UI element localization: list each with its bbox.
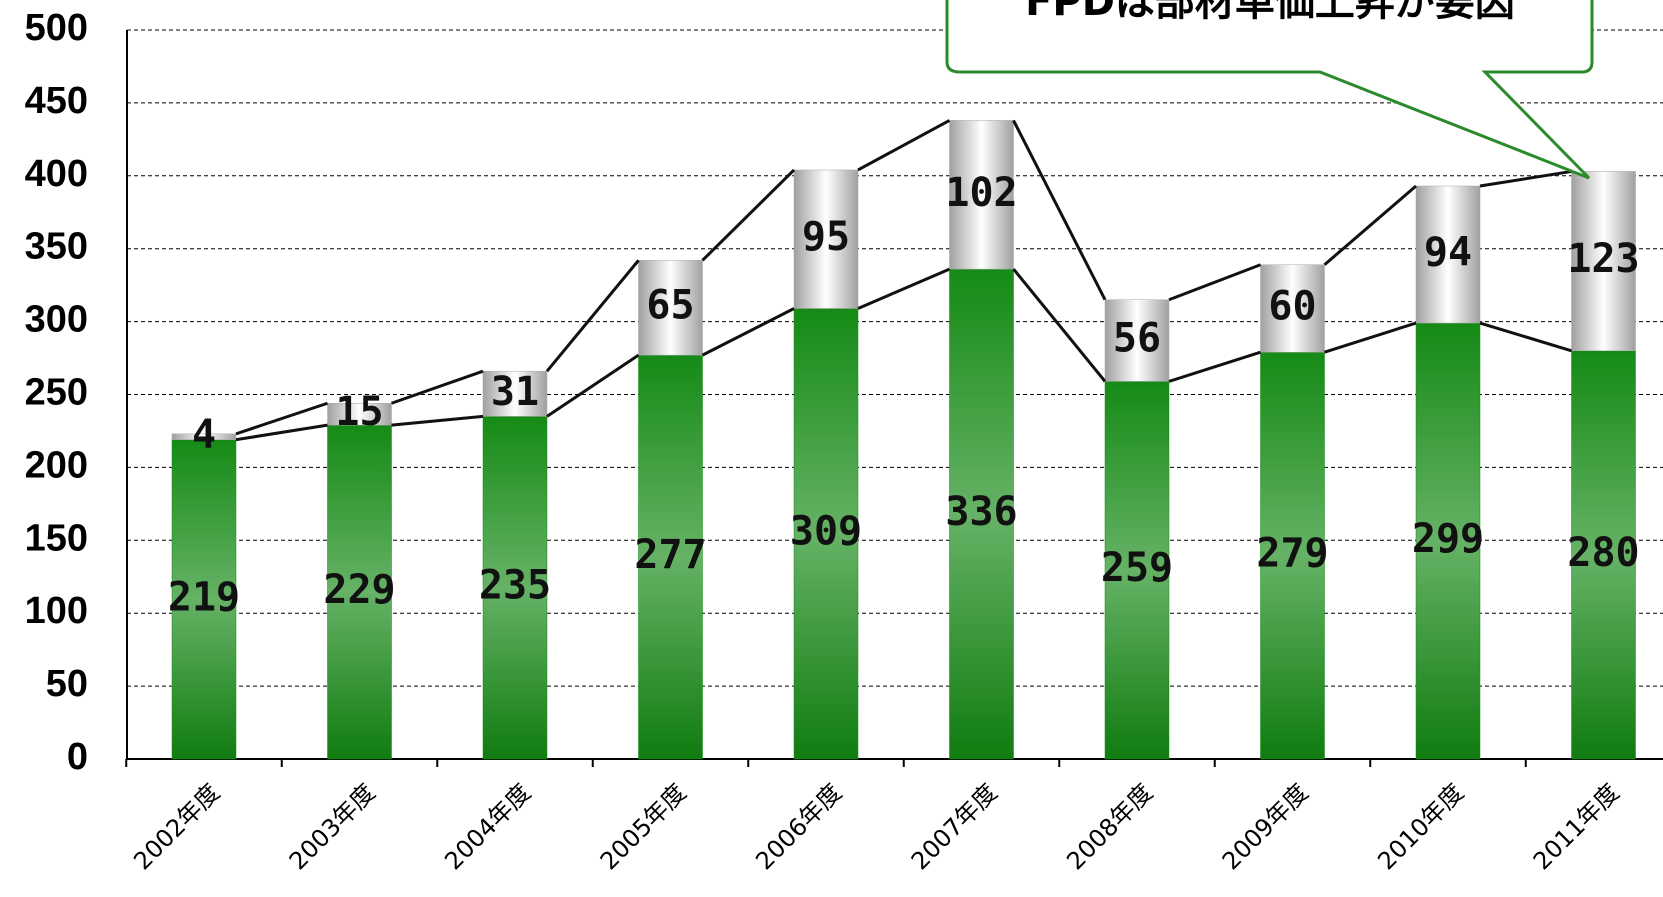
bar-segment (171, 433, 237, 440)
connector-line (1479, 169, 1572, 188)
bar-segment (1260, 264, 1325, 353)
y-tick-label: 0 (67, 736, 88, 778)
data-label: 229 (323, 567, 395, 613)
data-label: 259 (1101, 545, 1173, 591)
data-label: 31 (491, 369, 539, 415)
data-label: 102 (945, 170, 1017, 216)
data-label: 94 (1424, 230, 1472, 276)
x-tick-label: 2006年度 (750, 778, 847, 875)
connector-line (391, 369, 484, 405)
data-label: 123 (1567, 236, 1639, 282)
connector-line (391, 414, 484, 427)
x-tick-label: 2005年度 (595, 778, 692, 875)
y-tick-label: 250 (25, 372, 88, 414)
bar-segment (638, 260, 703, 356)
connector-line (1012, 119, 1107, 301)
y-tick-label: 350 (25, 226, 88, 268)
bar-segment (949, 120, 1014, 270)
data-label: 4 (192, 412, 216, 458)
connector-line (545, 259, 640, 373)
bar-segment (1260, 351, 1325, 760)
bar-segment (327, 424, 392, 760)
x-tick-label: 2004年度 (439, 778, 536, 875)
x-tick-label: 2009年度 (1217, 778, 1314, 875)
connector-line (1324, 321, 1417, 354)
data-label: 235 (479, 563, 551, 609)
x-tick-label: 2007年度 (906, 778, 1003, 875)
bar-segment (638, 354, 703, 760)
connector-line (235, 423, 328, 442)
bar-segment (793, 308, 859, 760)
bar-segment (793, 169, 859, 309)
y-tick-label: 300 (25, 299, 88, 341)
connector-line (1012, 268, 1107, 383)
x-tick-label: 2010年度 (1372, 778, 1469, 875)
connector-line (1479, 321, 1572, 353)
y-tick-label: 100 (25, 590, 88, 632)
data-label: 60 (1268, 283, 1316, 329)
data-label: 277 (634, 532, 706, 578)
connector-line (546, 353, 640, 418)
bar-segment (1571, 171, 1636, 352)
data-label: 56 (1113, 316, 1161, 362)
y-tick-label: 500 (25, 7, 88, 49)
bar-segment (1104, 381, 1170, 760)
bar-segment (949, 268, 1014, 760)
connector-line (235, 401, 328, 436)
data-label: 279 (1256, 531, 1328, 577)
annotation: FPDは部材単価上昇が要因 (1025, 0, 1515, 25)
data-label: 309 (790, 509, 862, 555)
bar-segment (327, 402, 392, 426)
bar-segment (1415, 322, 1481, 760)
connector-line (701, 307, 795, 357)
bar-segment (482, 370, 548, 417)
y-tick-label: 400 (25, 153, 88, 195)
x-tick-label: 2002年度 (128, 778, 225, 875)
data-label: 280 (1567, 530, 1639, 576)
bar-segment (1571, 350, 1636, 760)
data-label: 95 (802, 214, 850, 260)
bar-segment (171, 439, 237, 760)
data-label: 299 (1412, 516, 1484, 562)
callout (945, 0, 1594, 180)
connector-line (857, 119, 951, 172)
x-tick-label: 2003年度 (284, 778, 381, 875)
y-tick-label: 200 (25, 444, 88, 486)
connector-line (701, 168, 796, 262)
data-label: 15 (335, 389, 383, 435)
y-tick-label: 50 (46, 663, 88, 705)
x-tick-label: 2008年度 (1061, 778, 1158, 875)
y-tick-label: 150 (25, 517, 88, 559)
data-label: 65 (646, 283, 694, 329)
data-label: 336 (945, 489, 1017, 535)
bar-segment (482, 416, 548, 760)
bar-segment (1104, 299, 1170, 382)
x-tick-label: 2011年度 (1528, 778, 1625, 875)
y-tick-label: 450 (25, 80, 88, 122)
data-label: 219 (168, 574, 240, 620)
connector-line (1168, 263, 1262, 302)
connector-line (1323, 184, 1417, 266)
connector-line (857, 267, 951, 310)
bar-segment (1415, 185, 1481, 324)
connector-line (1168, 350, 1261, 383)
